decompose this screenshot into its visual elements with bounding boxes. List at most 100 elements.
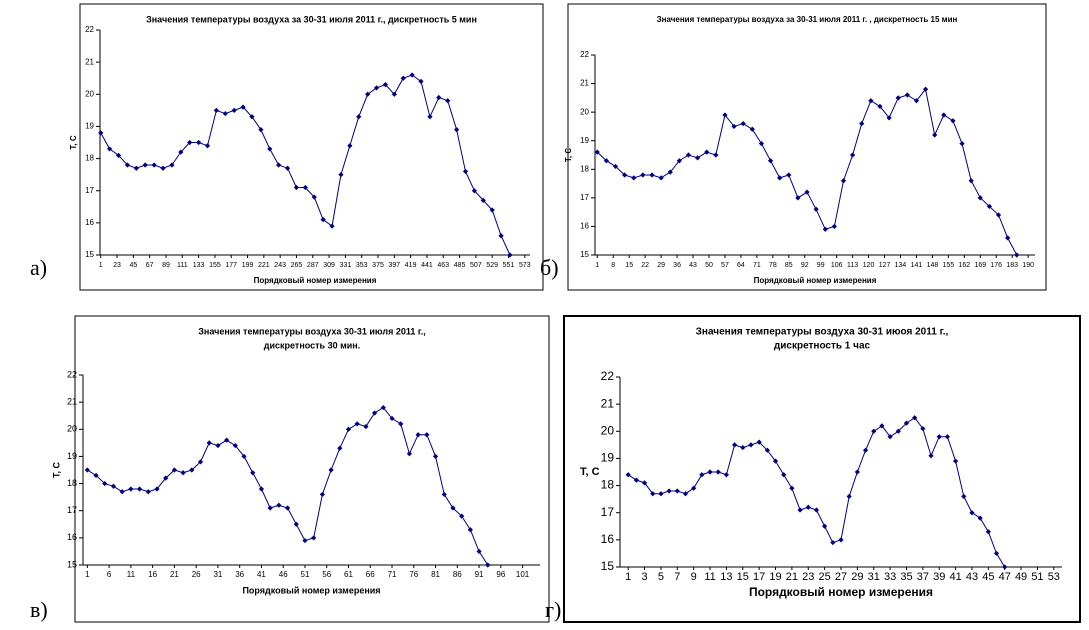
y-tick-label: 20 [67,424,77,434]
panel-label: а) [30,255,47,280]
data-point [694,155,701,161]
data-point [777,175,783,181]
data-point [756,439,762,445]
x-tick-label: 76 [409,570,418,579]
data-point [427,114,433,120]
y-tick-label: 17 [67,505,77,515]
data-point [250,470,256,476]
data-point [160,165,166,171]
data-point [961,493,967,500]
data-point [840,178,847,184]
data-point [813,206,819,212]
y-tick-label: 19 [580,136,589,145]
data-point [445,98,451,104]
data-point [338,172,344,178]
x-tick-label: 529 [486,262,498,269]
data-point [267,146,273,152]
x-tick-label: 1 [625,571,631,583]
x-tick-label: 287 [307,262,319,269]
data-point [115,152,122,158]
data-point [985,529,991,535]
data-point [977,515,983,521]
y-tick-label: 18 [580,164,589,173]
x-tick-label: 89 [162,262,170,269]
data-point [389,415,395,422]
y-tick-label: 19 [67,451,77,461]
data-point [119,489,125,495]
data-point [406,451,413,457]
data-point [969,510,975,516]
x-tick-label: 133 [193,262,205,269]
chart-border [74,315,550,623]
data-point [786,172,792,178]
data-point [936,434,942,440]
data-point [380,404,386,411]
data-point [480,197,486,203]
data-point [365,91,371,97]
x-tick-label: 41 [949,571,961,583]
panel-label: г) [545,597,561,622]
data-point [950,118,956,124]
x-axis-label: Порядковый номер измерения [254,276,377,285]
x-tick-label: 23 [802,571,814,583]
x-tick-label: 86 [453,570,462,579]
y-tick-label: 21 [580,79,589,88]
data-point [704,149,710,155]
data-point [347,143,353,149]
x-tick-label: 41 [257,570,266,579]
x-tick-label: 99 [817,262,825,269]
data-point [432,453,439,460]
data-point [713,152,719,158]
x-tick-label: 169 [974,262,986,269]
data-point [1002,564,1008,570]
data-point [485,562,491,568]
chart-panel: г) Значения температуры воздуха 30-31 июо… [545,315,1081,623]
x-tick-label: 51 [301,570,310,579]
chart-title: Значения температуры воздуха за 30-31 ию… [146,14,477,24]
x-tick-label: 31 [868,571,880,583]
y-tick-label: 22 [67,369,77,379]
y-tick-label: 16 [601,532,615,546]
data-point [124,162,131,168]
data-point [682,491,689,497]
data-point [707,469,713,475]
x-tick-label: 1 [85,570,90,579]
data-point [102,480,108,487]
x-tick-label: 155 [943,262,955,269]
data-point [213,107,219,113]
y-tick-label: 18 [601,478,615,492]
x-tick-label: 46 [279,570,288,579]
x-tick-label: 265 [291,262,303,269]
x-tick-label: 49 [1015,571,1027,583]
data-point [868,98,874,104]
x-tick-label: 33 [884,571,896,583]
data-point [489,207,495,213]
y-tick-label: 15 [85,250,94,259]
x-tick-label: 64 [737,262,745,269]
data-point [224,437,230,443]
data-point [337,445,343,451]
data-point [622,172,628,178]
x-tick-label: 43 [966,571,978,583]
data-point [731,123,737,130]
x-tick-label: 27 [835,571,847,583]
data-point [772,458,779,464]
data-point [222,110,228,117]
y-tick-label: 17 [601,505,615,519]
data-point [764,447,770,453]
data-point [877,103,883,110]
data-point [1005,235,1011,241]
data-point [1014,252,1020,258]
chart-title: дискретность 1 час [774,341,871,352]
y-tick-label: 22 [580,50,589,59]
data-point [674,488,680,494]
x-tick-label: 177 [225,262,237,269]
y-tick-label: 22 [85,25,94,34]
y-tick-label: 20 [85,89,94,98]
data-point [84,467,90,473]
data-point [603,158,609,164]
data-point [454,127,460,133]
data-point [258,127,264,133]
x-tick-label: 85 [785,262,793,269]
data-point [507,252,513,258]
